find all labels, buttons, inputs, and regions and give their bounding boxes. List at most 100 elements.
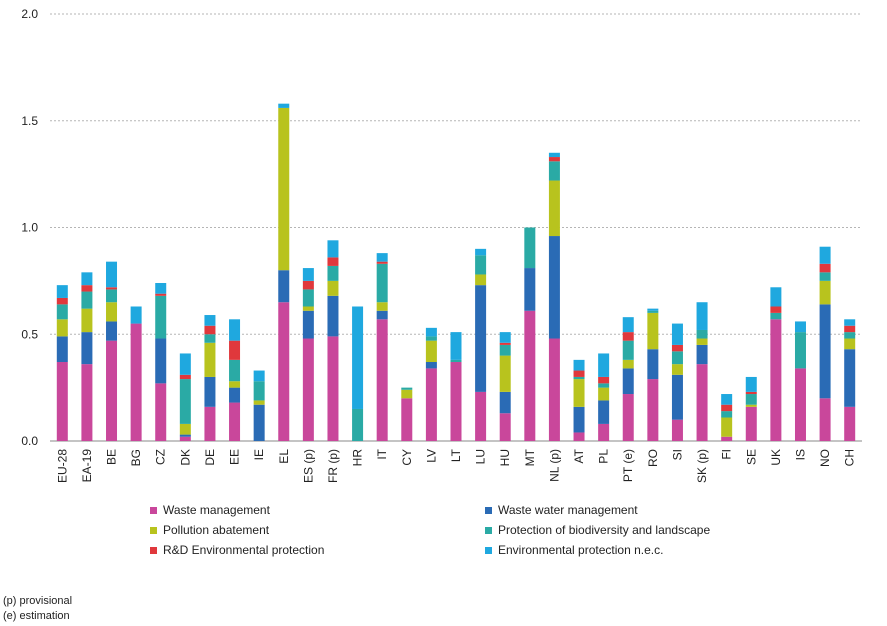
bar-segment: [647, 310, 659, 313]
x-tick-label: BE: [105, 449, 119, 465]
bar-segment: [721, 411, 733, 418]
bar-segment: [425, 336, 437, 341]
y-tick-label: 1.0: [21, 221, 38, 235]
x-tick-label: EU-28: [55, 449, 69, 483]
legend: Waste management Waste water management …: [150, 503, 850, 563]
x-tick-label: FR (p): [326, 449, 340, 483]
bar-segment: [573, 432, 585, 441]
bar-segment: [622, 340, 634, 360]
bar-segment: [56, 297, 68, 305]
bar-segment: [794, 321, 806, 333]
bar-segment: [671, 419, 683, 441]
legend-label: Waste water management: [498, 503, 638, 517]
bar-segment: [56, 304, 68, 320]
legend-label: Environmental protection n.e.c.: [498, 543, 664, 557]
bar-segment: [253, 400, 265, 405]
bar-segment: [155, 338, 167, 384]
bar-segment: [573, 379, 585, 407]
bar-segment: [106, 261, 118, 288]
bar-segment: [425, 368, 437, 441]
bar-segment: [179, 374, 191, 380]
legend-item-pollution-abatement: Pollution abatement: [150, 523, 269, 537]
bar-segment: [770, 319, 782, 441]
bar-segment: [524, 310, 536, 441]
bar-segment: [475, 248, 487, 256]
bar-segment: [204, 376, 216, 407]
bar-segment: [598, 400, 610, 424]
x-tick-label: NO: [818, 449, 832, 467]
bar-segment: [499, 342, 511, 345]
bar-segment: [721, 404, 733, 412]
bar-segment: [598, 353, 610, 377]
note-provisional: (p) provisional: [3, 595, 73, 607]
bar-segment: [56, 319, 68, 337]
legend-label: Pollution abatement: [163, 523, 270, 537]
bar-segment: [573, 376, 585, 380]
bar-segment: [598, 376, 610, 384]
x-tick-label: LT: [449, 448, 463, 462]
bar-segment: [450, 359, 462, 363]
bar-segment: [278, 107, 290, 271]
bar-segment: [548, 157, 560, 162]
bar-segment: [327, 295, 339, 337]
y-tick-label: 1.5: [21, 114, 38, 128]
x-axis: EU-28 EA-19 BE BG CZ DK DE EE IE EL ES (p) FR (p) HR…: [55, 448, 856, 483]
bar-segment: [56, 285, 68, 298]
bar-segment: [647, 308, 659, 311]
bar-segment: [229, 340, 241, 360]
note-estimation: (e) estimation: [3, 610, 70, 622]
bar-segment: [819, 304, 831, 399]
legend-swatch: [150, 506, 157, 514]
bar-segment: [671, 323, 683, 345]
y-tick-label: 0.5: [21, 327, 38, 341]
x-tick-label: IT: [375, 448, 389, 459]
x-tick-label: DK: [178, 449, 192, 466]
bar-segment: [573, 406, 585, 433]
bar-segment: [302, 306, 314, 311]
bar-segment: [229, 319, 241, 341]
bar-segment: [499, 413, 511, 441]
bar-segment: [81, 364, 93, 441]
bar-segment: [794, 368, 806, 441]
bar-segment: [253, 381, 265, 401]
bar-segment: [475, 274, 487, 286]
bar-segment: [548, 161, 560, 181]
x-tick-label: CY: [400, 449, 414, 466]
bar-segment: [204, 334, 216, 343]
bar-segment: [376, 253, 388, 262]
bar-segment: [548, 236, 560, 339]
x-tick-label: PT (e): [621, 449, 635, 482]
legend-item-biodiversity: Protection of biodiversity and landscape: [485, 523, 710, 537]
x-tick-label: HR: [351, 449, 365, 467]
x-tick-label: CH: [843, 449, 857, 466]
bar-segment: [130, 306, 142, 324]
x-tick-label: SE: [744, 449, 758, 465]
bar-segment: [327, 240, 339, 258]
bar-segment: [696, 329, 708, 339]
x-tick-label: SK (p): [695, 449, 709, 483]
bar-segment: [622, 317, 634, 333]
bar-segment: [524, 268, 536, 311]
legend-swatch: [485, 546, 492, 554]
bar-segment: [598, 387, 610, 401]
bar-segment: [721, 394, 733, 405]
bar-segment: [229, 359, 241, 382]
bar-segment: [622, 368, 634, 395]
bar-segment: [155, 283, 167, 294]
bar-segment: [302, 289, 314, 307]
bar-segment: [548, 152, 560, 158]
bar-segment: [647, 349, 659, 380]
bar-segment: [844, 338, 856, 350]
bar-segment: [179, 436, 191, 441]
bar-segment: [770, 287, 782, 307]
x-tick-label: PL: [597, 449, 611, 464]
bar-segment: [106, 289, 118, 303]
x-tick-label: UK: [769, 449, 783, 466]
legend-swatch: [150, 526, 157, 534]
x-tick-label: AT: [572, 448, 586, 463]
bar-segment: [548, 338, 560, 441]
bar-segment: [376, 302, 388, 311]
bar-segment: [671, 364, 683, 375]
bar-segment: [794, 332, 806, 369]
legend-item-environmental-protection-nec: Environmental protection n.e.c.: [485, 543, 663, 557]
